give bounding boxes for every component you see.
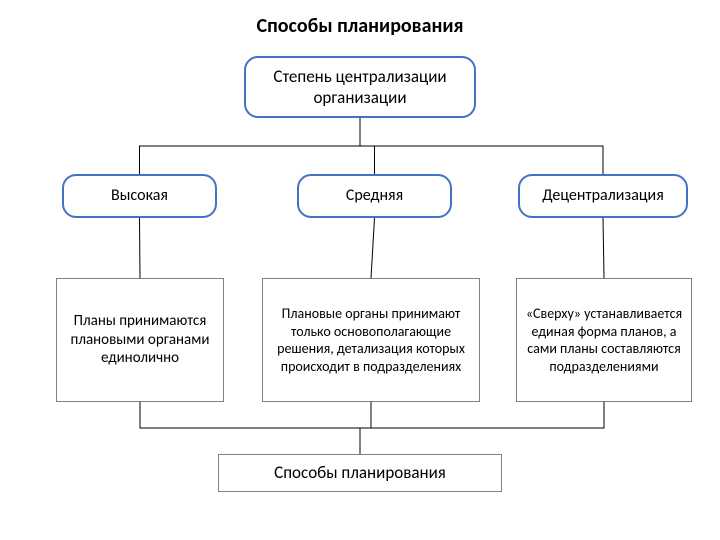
node-medium_desc: Плановые органы принимают только основоп…: [262, 278, 480, 402]
node-medium: Средняя: [297, 174, 452, 218]
edge-root-decent: [360, 118, 603, 174]
edge-high-high_desc: [140, 218, 141, 278]
node-decent: Децентрализация: [518, 174, 688, 218]
edge-decent-decent_desc: [603, 218, 604, 278]
edge-high_desc-bottom: [140, 402, 360, 454]
edge-root-medium: [360, 118, 375, 174]
node-bottom: Способы планирования: [218, 454, 502, 492]
edge-root-high: [140, 118, 361, 174]
node-high: Высокая: [62, 174, 217, 218]
node-decent_desc: «Сверху» устанавливается единая форма пл…: [516, 278, 692, 402]
node-high_desc: Планы принимаются плановыми органами еди…: [56, 278, 224, 402]
edge-medium_desc-bottom: [360, 402, 371, 454]
diagram-title: Способы планирования: [0, 14, 720, 38]
edge-decent_desc-bottom: [360, 402, 604, 454]
edge-medium-medium_desc: [371, 218, 375, 278]
node-root: Степень централизации организации: [244, 56, 476, 118]
